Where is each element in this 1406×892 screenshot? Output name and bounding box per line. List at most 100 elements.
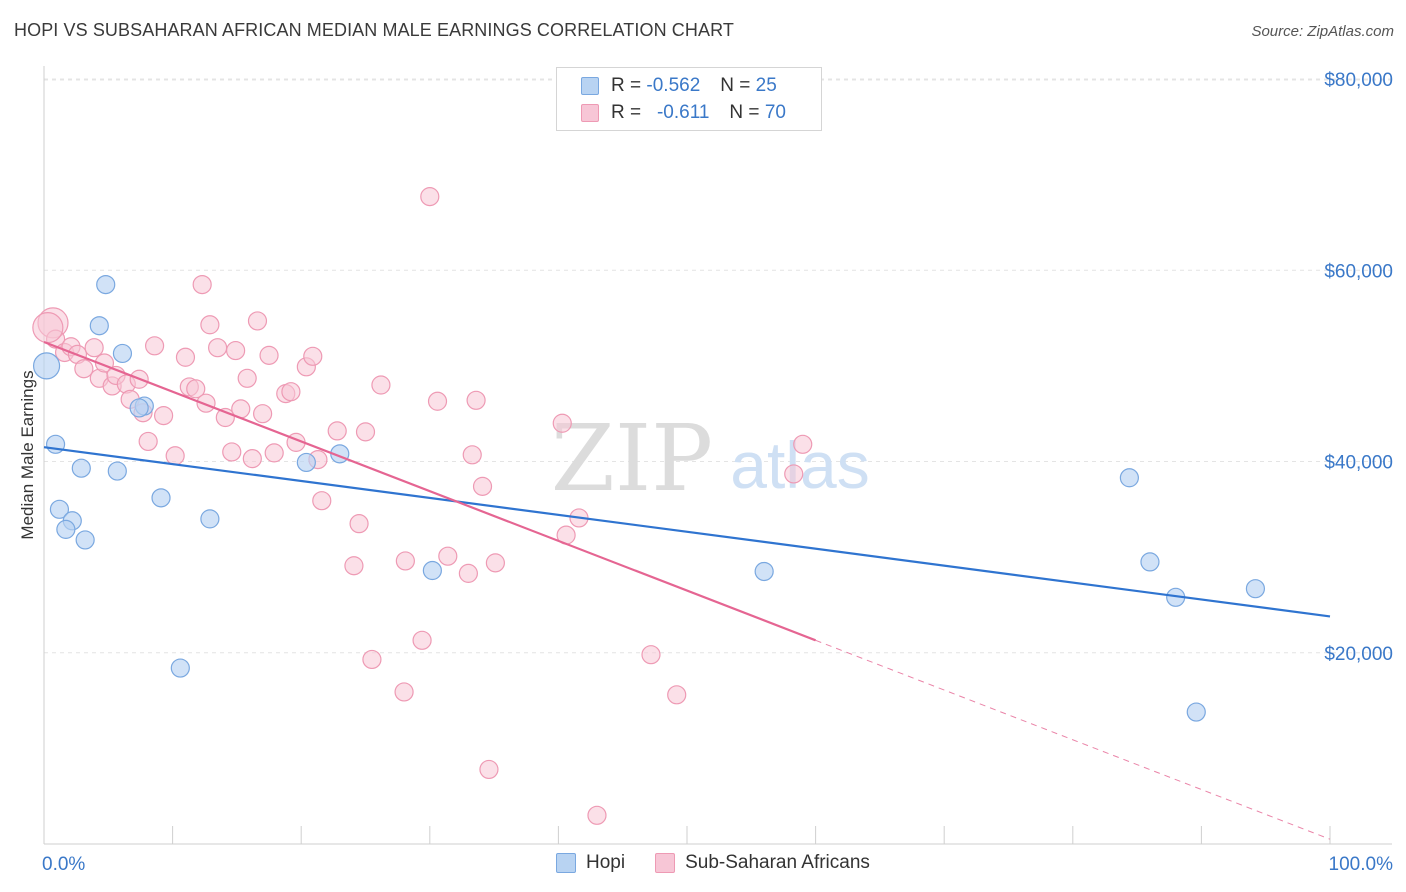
watermark-zip: ZIP	[551, 405, 713, 512]
ssa-point	[349, 514, 369, 534]
hopi-r-value: -0.562	[646, 75, 701, 96]
ssa-swatch	[581, 104, 599, 122]
ssa-point	[281, 382, 301, 402]
bottom-legend-ssa: Sub-Saharan Africans	[655, 852, 870, 874]
ssa-point	[200, 315, 220, 335]
ssa-point	[196, 393, 216, 413]
bottom-legend-hopi: Hopi	[556, 852, 625, 874]
ssa-point	[226, 340, 246, 361]
ssa-point	[312, 491, 332, 511]
tick-labels: $20,000 $40,000 $60,000 $80,000 0.0% 100.0%	[42, 70, 1393, 875]
trend-lines	[43, 340, 1331, 840]
source-label: Source: ZipAtlas.com	[1251, 23, 1394, 40]
ssa-legend-label: Sub-Saharan Africans	[685, 852, 870, 873]
ssa-point	[427, 391, 448, 411]
hopi-point	[754, 561, 774, 582]
ssa-point	[144, 336, 165, 356]
ssa-point	[259, 345, 279, 365]
y-tick-label: $40,000	[1324, 453, 1393, 474]
ssa-point	[479, 759, 499, 780]
hopi-point	[112, 343, 133, 364]
ssa-r-label: R =	[611, 102, 642, 123]
ssa-point	[242, 449, 262, 469]
legend-row-ssa: R = -0.611 N = 70	[581, 101, 786, 125]
ssa-point	[438, 546, 458, 566]
ssa-n-value: 70	[764, 102, 786, 123]
hopi-point	[422, 560, 442, 581]
ssa-point	[552, 413, 572, 433]
ssa-point	[175, 347, 196, 367]
ssa-point	[394, 682, 414, 702]
hopi-point	[32, 352, 61, 380]
hopi-legend-label: Hopi	[586, 852, 626, 873]
bottom-legend: Hopi Sub-Saharan Africans	[556, 852, 900, 874]
ssa-point	[264, 443, 284, 463]
hopi-point	[89, 316, 109, 336]
ssa-point	[485, 553, 505, 573]
ssa-point	[355, 422, 376, 442]
ssa-point	[587, 805, 607, 825]
ssa-point	[253, 404, 273, 424]
hopi-point	[107, 461, 127, 481]
ssa-legend-swatch	[655, 853, 676, 873]
hopi-n-value: 25	[755, 75, 777, 96]
hopi-point	[96, 274, 116, 295]
hopi-point	[1186, 702, 1206, 722]
ssa-point	[208, 338, 228, 358]
hopi-point	[170, 658, 190, 678]
ssa-point	[138, 431, 158, 452]
ssa-point	[32, 312, 64, 344]
hopi-point	[75, 530, 95, 550]
chart-title: HOPI VS SUBSAHARAN AFRICAN MEDIAN MALE E…	[14, 20, 734, 40]
hopi-n-label: N =	[720, 75, 751, 96]
hopi-point	[1119, 468, 1139, 488]
ssa-point	[458, 563, 478, 583]
ssa-point	[186, 379, 206, 399]
ssa-point	[462, 445, 482, 465]
ssa-point	[371, 375, 391, 395]
hopi-point	[151, 488, 171, 508]
watermark: ZIP atlas	[551, 405, 870, 512]
ssa-trend-extension	[815, 639, 1331, 840]
hopi-points	[32, 274, 1266, 722]
ssa-point	[466, 390, 486, 410]
ssa-point	[247, 311, 268, 331]
ssa-point	[641, 645, 661, 665]
y-tick-label: $80,000	[1324, 70, 1393, 91]
ssa-point	[165, 446, 185, 466]
hopi-r-label: R =	[611, 75, 642, 96]
hopi-point	[129, 398, 149, 418]
ssa-point	[327, 421, 347, 441]
ssa-point	[344, 556, 364, 576]
ssa-point	[420, 187, 440, 207]
ssa-point	[472, 476, 493, 496]
ssa-point	[793, 434, 813, 454]
ssa-point	[362, 649, 382, 670]
ssa-r-value: -0.611	[656, 102, 710, 123]
hopi-point	[296, 452, 316, 473]
hopi-legend-swatch	[556, 853, 576, 873]
ssa-point	[84, 338, 104, 358]
x-tick-label: 100.0%	[1329, 854, 1394, 875]
ssa-point	[74, 359, 94, 379]
hopi-point	[200, 509, 220, 529]
hopi-point	[1245, 579, 1266, 599]
ssa-point	[412, 630, 432, 650]
legend-box: R = -0.562 N = 25 R = -0.611 N = 70	[556, 67, 822, 131]
hopi-point	[1140, 552, 1160, 572]
hopi-swatch	[581, 77, 599, 95]
hopi-point	[71, 458, 91, 478]
hopi-trend-line	[43, 446, 1331, 618]
ssa-n-label: N =	[729, 102, 760, 123]
ssa-point	[667, 685, 687, 705]
ssa-point	[153, 406, 174, 426]
y-tick-label: $60,000	[1324, 261, 1393, 282]
ssa-point	[222, 442, 242, 462]
hopi-point	[49, 499, 70, 519]
ssa-point	[395, 551, 415, 571]
ssa-point	[784, 464, 804, 484]
y-tick-label: $20,000	[1324, 644, 1393, 665]
legend-row-hopi: R = -0.562 N = 25	[581, 74, 777, 98]
ssa-point	[192, 274, 212, 295]
